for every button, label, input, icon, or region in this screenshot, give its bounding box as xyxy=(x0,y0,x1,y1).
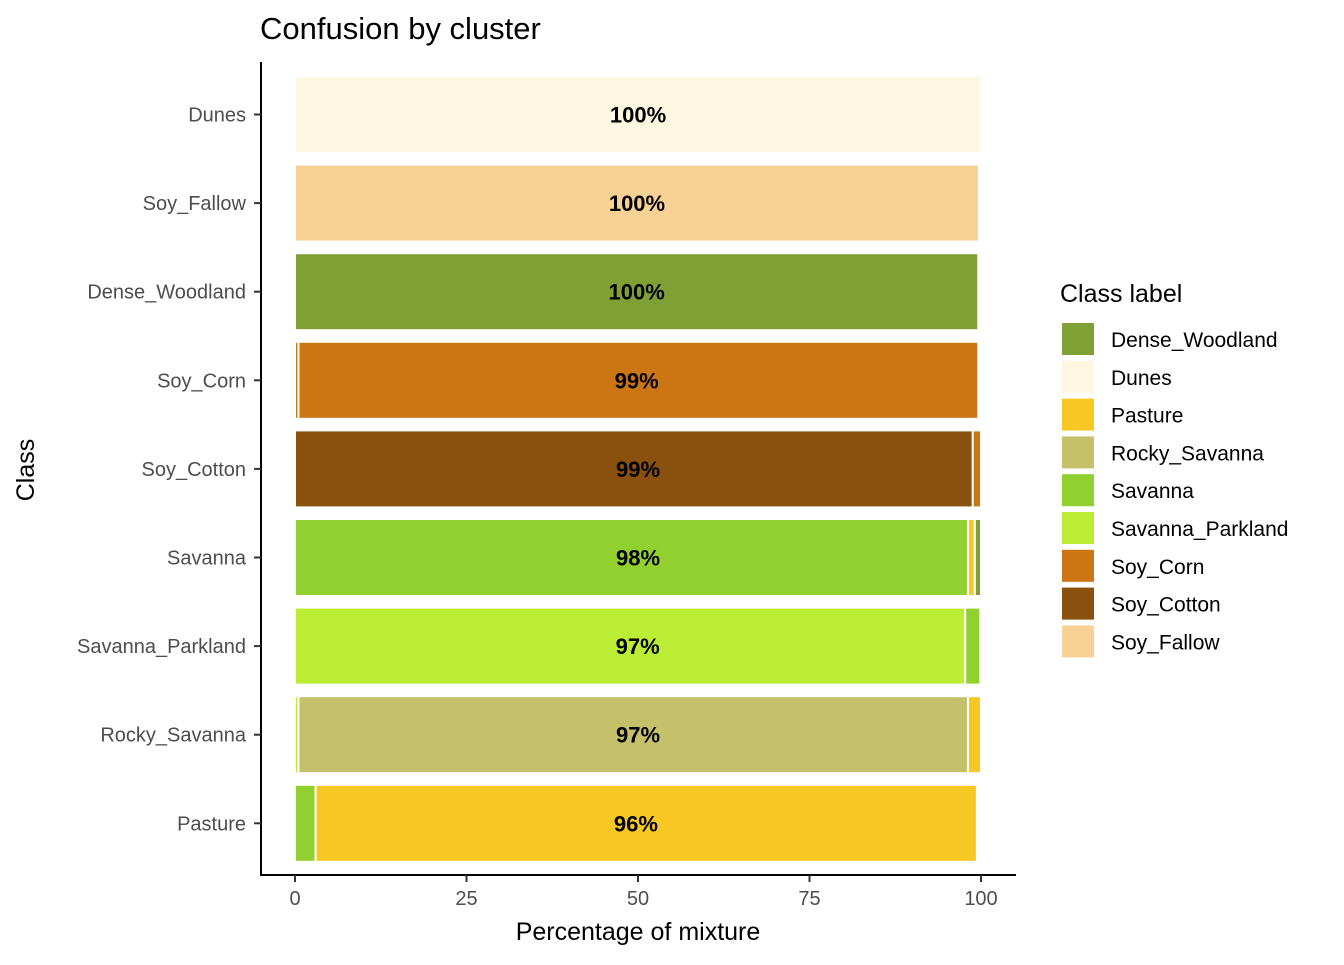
bar-segment-soy-cotton xyxy=(294,429,974,509)
legend-item-dense-woodland: Dense_Woodland xyxy=(1062,323,1278,355)
legend-label: Pasture xyxy=(1111,405,1183,428)
legend-item-savanna: Savanna xyxy=(1062,474,1194,507)
x-axis-ticks: 0 25 50 75 100 xyxy=(289,875,998,910)
y-axis-ticks: Dunes Soy_Fallow Dense_Woodland Soy_Corn Soy… xyxy=(77,105,261,835)
legend-swatch xyxy=(1062,436,1094,469)
bar-value-label: 97% xyxy=(616,634,660,659)
bar-soy-corn: 99% xyxy=(294,340,980,420)
bar-segment-savanna xyxy=(294,518,969,597)
y-tick-label: Soy_Fallow xyxy=(143,193,247,215)
legend-swatch xyxy=(1062,360,1094,393)
y-tick-label: Soy_Cotton xyxy=(141,459,246,481)
x-axis-title: Percentage of mixture xyxy=(516,918,761,946)
bar-value-label: 99% xyxy=(616,457,660,482)
y-tick-label: Rocky_Savanna xyxy=(100,725,247,747)
legend-item-soy-cotton: Soy_Cotton xyxy=(1062,587,1221,620)
y-tick-label: Savanna xyxy=(167,548,247,570)
legend-item-soy-fallow: Soy_Fallow xyxy=(1062,625,1220,658)
bar-soy-cotton: 99% xyxy=(294,429,983,509)
legend-swatch xyxy=(1062,398,1094,431)
bar-dunes: 100% xyxy=(294,75,982,154)
bar-dense-woodland: 100% xyxy=(294,252,980,332)
legend-swatch xyxy=(1062,474,1094,507)
bar-segment-pasture xyxy=(966,518,976,597)
chart-title: Confusion by cluster xyxy=(260,11,541,46)
legend-swatch xyxy=(1062,512,1094,544)
x-tick-label: 75 xyxy=(798,888,820,910)
bar-value-label: 100% xyxy=(610,103,666,128)
bar-value-label: 97% xyxy=(616,723,660,748)
legend-label: Dense_Woodland xyxy=(1111,329,1278,352)
bar-segment-pasture xyxy=(966,695,982,775)
legend-label: Dunes xyxy=(1111,367,1172,390)
legend-label: Soy_Corn xyxy=(1111,556,1204,579)
x-tick-label: 25 xyxy=(455,888,477,910)
bar-soy-fallow: 100% xyxy=(294,163,980,243)
bar-segment-dunes xyxy=(294,75,982,154)
bar-pasture: 96% xyxy=(294,783,978,863)
y-tick-label: Savanna_Parkland xyxy=(77,636,246,658)
legend-item-pasture: Pasture xyxy=(1062,398,1183,431)
bar-segment-savanna xyxy=(294,783,317,863)
bar-value-label: 100% xyxy=(609,191,665,216)
y-tick-label: Soy_Corn xyxy=(157,370,246,392)
y-axis-title: Class xyxy=(12,439,40,502)
y-tick-label: Dense_Woodland xyxy=(87,282,246,304)
bar-savanna-parkland: 97% xyxy=(294,606,982,686)
bar-segment-dense-woodland xyxy=(973,518,983,597)
bar-rocky-savanna: 97% xyxy=(294,695,982,775)
bar-segment-savanna-parkland xyxy=(294,606,967,686)
legend-item-rocky-savanna: Rocky_Savanna xyxy=(1062,436,1264,469)
legend-item-dunes: Dunes xyxy=(1062,360,1172,393)
bar-value-label: 99% xyxy=(615,368,659,393)
x-tick-label: 100 xyxy=(964,888,997,910)
legend-label: Savanna_Parkland xyxy=(1111,518,1288,541)
legend-label: Savanna xyxy=(1111,480,1194,503)
bar-segment-rocky-savanna xyxy=(297,695,969,775)
legend-swatch xyxy=(1062,323,1094,355)
bar-segment-dense-woodland xyxy=(294,252,980,332)
legend-swatch xyxy=(1062,625,1094,658)
x-tick-label: 50 xyxy=(627,888,649,910)
x-tick-label: 0 xyxy=(289,888,300,910)
bar-value-label: 98% xyxy=(616,546,660,571)
y-tick-label: Dunes xyxy=(188,105,246,127)
legend-swatch xyxy=(1062,587,1094,620)
bar-segment-soy-corn xyxy=(297,340,980,420)
bar-value-label: 100% xyxy=(608,280,664,305)
bar-value-label: 96% xyxy=(614,811,658,836)
legend-swatch xyxy=(1062,549,1094,582)
legend: Class label Dense_Woodland Dunes Pasture Ro… xyxy=(1060,280,1288,658)
bar-savanna: 98% xyxy=(294,518,983,597)
legend-label: Soy_Fallow xyxy=(1111,631,1220,654)
legend-label: Rocky_Savanna xyxy=(1111,442,1264,465)
legend-item-savanna-parkland: Savanna_Parkland xyxy=(1062,512,1288,544)
legend-title: Class label xyxy=(1060,280,1182,308)
legend-item-soy-corn: Soy_Corn xyxy=(1062,549,1204,582)
bars-layer: 100% 100% 100% 99% 99% 98% 97% 97% 96% xyxy=(294,75,983,863)
bar-segment-soy-corn xyxy=(971,429,983,509)
bar-segment-savanna xyxy=(964,606,982,686)
y-tick-label: Pasture xyxy=(177,813,246,835)
bar-segment-pasture xyxy=(314,783,978,863)
legend-label: Soy_Cotton xyxy=(1111,594,1221,617)
bar-segment-soy-fallow xyxy=(294,163,980,243)
